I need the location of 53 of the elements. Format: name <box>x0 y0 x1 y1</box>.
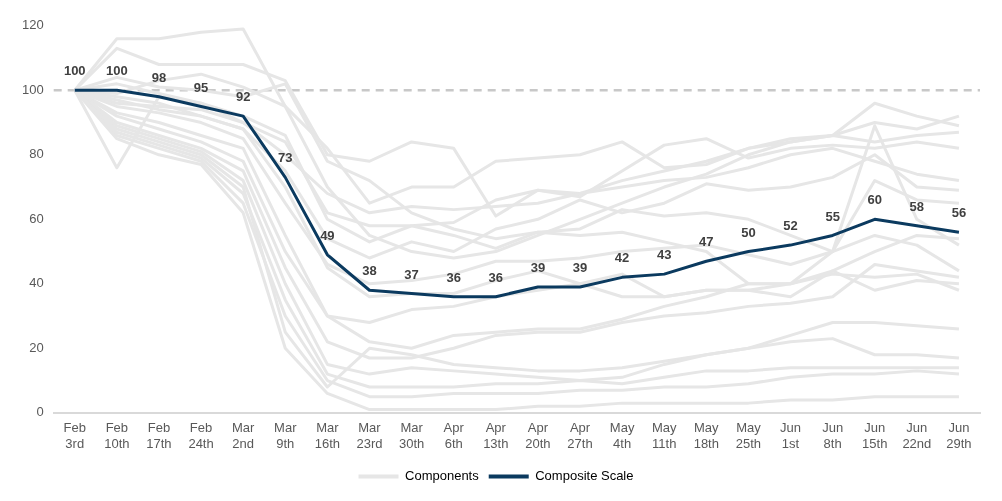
data-label: 43 <box>656 247 672 263</box>
data-label: 36 <box>488 269 504 285</box>
data-label: 58 <box>909 198 925 214</box>
data-label: 60 <box>867 192 882 208</box>
data-label: 52 <box>783 218 798 234</box>
x-tick-label: Feb 17th <box>146 420 172 451</box>
data-label: 38 <box>362 263 377 279</box>
y-tick-label: 20 <box>29 339 44 355</box>
x-tick-label: Feb 3rd <box>63 420 86 451</box>
y-tick-label: 60 <box>29 210 44 226</box>
x-tick-label: Apr 20th <box>525 420 551 451</box>
x-tick-label: Apr 27th <box>567 420 593 451</box>
y-tick-label: 40 <box>29 275 44 291</box>
data-label: 50 <box>741 224 756 240</box>
data-label: 100 <box>106 63 128 79</box>
x-tick-label: Jun 1st <box>780 420 802 451</box>
x-tick-label: Jun 22nd <box>902 420 932 451</box>
data-label: 39 <box>530 260 546 276</box>
y-tick-label: 100 <box>21 81 44 97</box>
y-tick-label: 80 <box>29 146 44 162</box>
data-label: 55 <box>825 208 840 224</box>
data-label: 56 <box>951 205 967 221</box>
x-tick-label: Mar 2nd <box>231 420 256 451</box>
data-label: 47 <box>699 234 714 250</box>
data-label: 39 <box>572 260 588 276</box>
x-tick-label: May 11th <box>651 420 677 451</box>
x-tick-label: May 25th <box>735 420 762 451</box>
data-label: 98 <box>151 69 167 85</box>
x-tick-label: Mar 9th <box>274 420 298 451</box>
x-tick-label: May 18th <box>693 420 720 451</box>
x-tick-label: Feb 24th <box>188 420 214 451</box>
x-tick-label: Feb 10th <box>104 420 130 451</box>
x-tick-label: Apr 6th <box>443 420 465 451</box>
x-tick-label: Apr 13th <box>483 420 509 451</box>
y-tick-label: 120 <box>21 17 44 33</box>
data-label: 95 <box>193 79 209 95</box>
x-tick-label: May 4th <box>609 420 635 451</box>
x-tick-label: Mar 16th <box>314 420 341 451</box>
data-label: 36 <box>446 269 461 285</box>
legend-label: Components <box>405 468 480 484</box>
legend-label: Composite Scale <box>535 468 634 484</box>
data-label: 73 <box>278 150 293 166</box>
x-tick-label: Mar 23rd <box>356 420 383 451</box>
data-label: 37 <box>404 266 419 282</box>
data-label: 49 <box>320 227 335 243</box>
x-tick-label: Jun 29th <box>946 420 972 451</box>
y-tick-label: 0 <box>36 404 44 420</box>
x-tick-label: Jun 8th <box>822 420 844 451</box>
data-label: 92 <box>235 89 251 105</box>
data-label: 42 <box>614 250 630 266</box>
x-tick-label: Jun 15th <box>862 420 888 451</box>
data-label: 100 <box>63 63 86 79</box>
x-tick-label: Mar 30th <box>398 420 425 451</box>
